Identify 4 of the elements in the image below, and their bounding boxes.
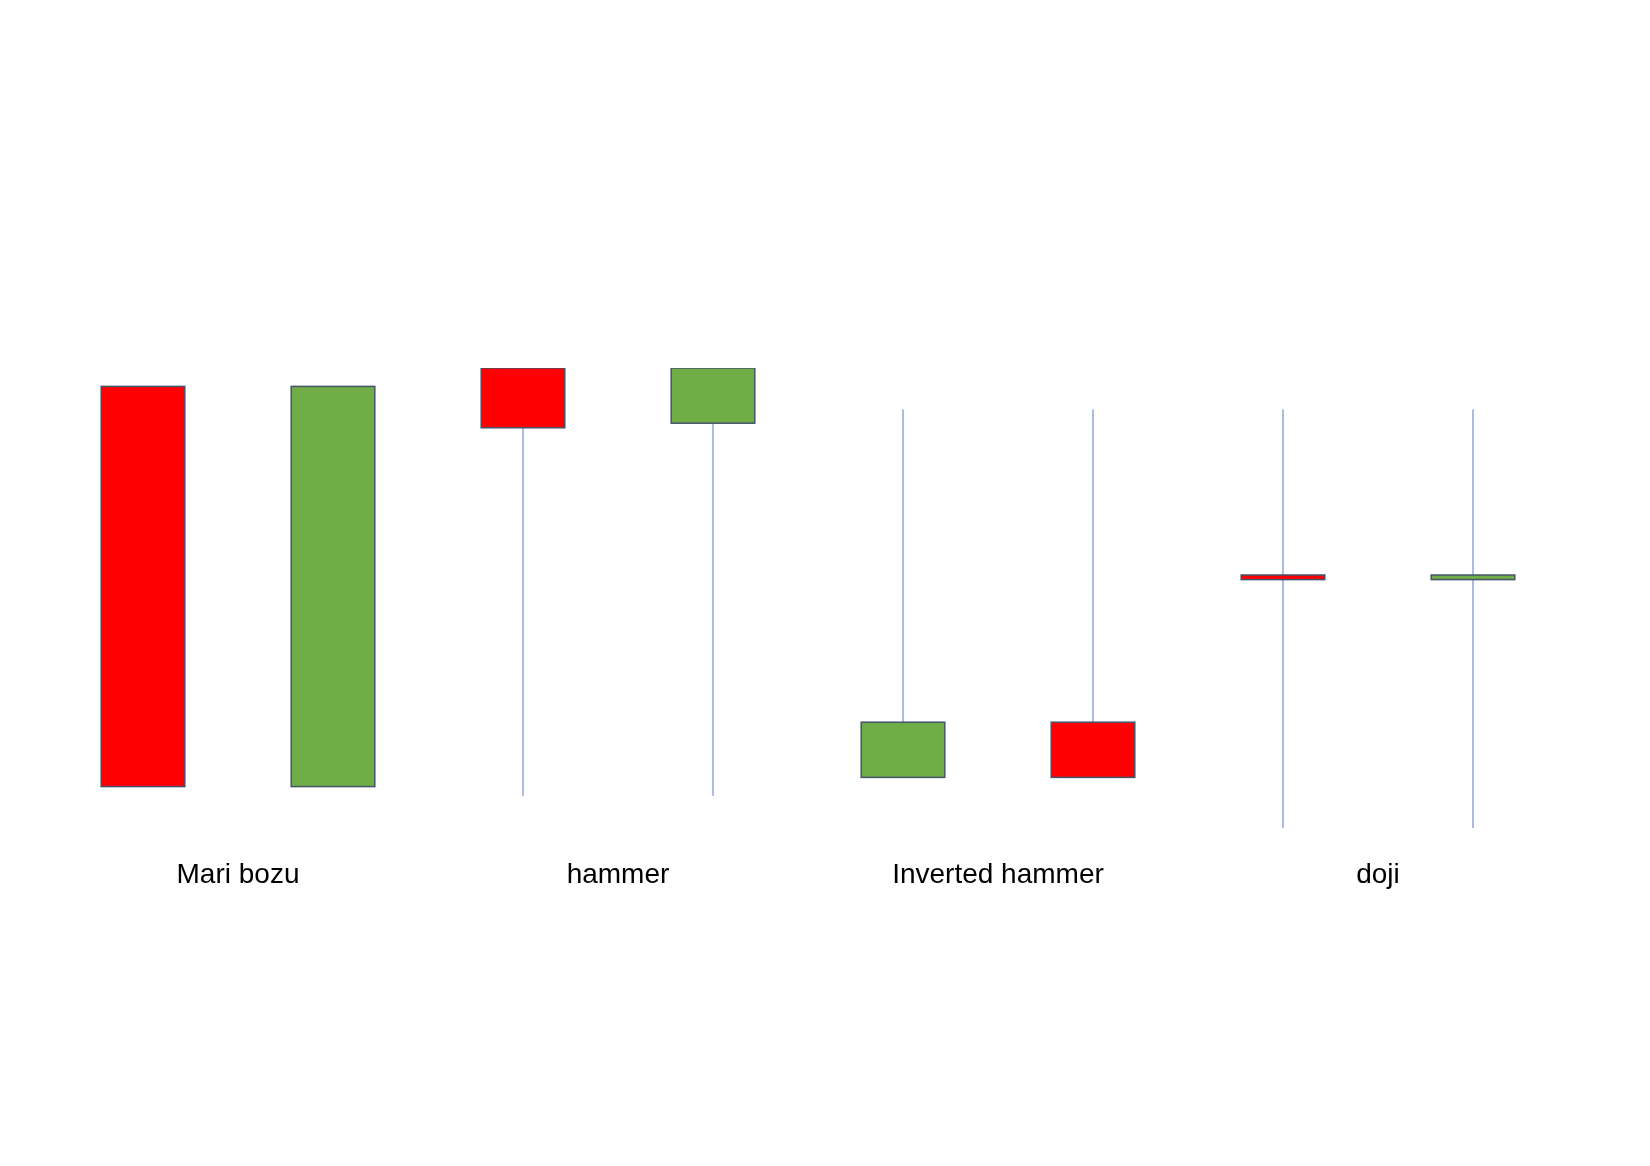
text: Inverted hammer [891,858,1105,890]
text: hammer [565,858,671,890]
text: doji [1355,858,1401,890]
text: Mari bozu [175,858,301,890]
